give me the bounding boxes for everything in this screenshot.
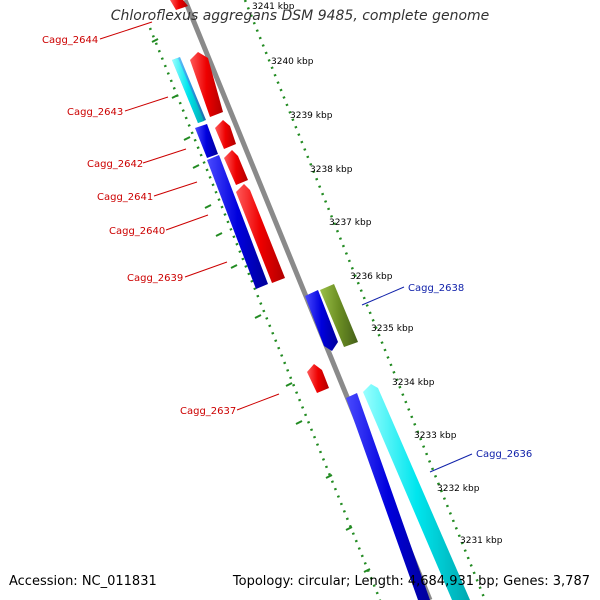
- map-title: Chloroflexus aggregans DSM 9485, complet…: [110, 8, 490, 24]
- gene-2637-red[interactable]: [307, 364, 329, 393]
- kbp-label-3234: 3234 kbp: [392, 378, 435, 388]
- left-tick-track: [148, 27, 382, 600]
- gene-2641-red[interactable]: [224, 150, 248, 185]
- gene-label-2642: Cagg_2642: [87, 159, 143, 170]
- kbp-label-3231: 3231 kbp: [460, 536, 503, 546]
- gene-2639-blue[interactable]: [207, 155, 268, 289]
- kbp-label-3240: 3240 kbp: [271, 57, 314, 67]
- gene-2638-olive[interactable]: [320, 284, 358, 347]
- gene-2642-red[interactable]: [215, 120, 236, 149]
- gene-2640-red[interactable]: [236, 184, 285, 283]
- topology-text: Topology: circular; Length: 4,684,931 bp…: [232, 574, 590, 589]
- right-tick-track: [243, 0, 487, 600]
- gene-label-2637: Cagg_2637: [180, 406, 236, 417]
- kbp-label-3238: 3238 kbp: [310, 165, 353, 175]
- gene-top-red[interactable]: [170, 0, 188, 10]
- gene-2636-cyan[interactable]: [363, 384, 470, 600]
- gene-label-2640: Cagg_2640: [109, 226, 165, 237]
- accession-text: Accession: NC_011831: [9, 574, 157, 589]
- kbp-label-3233: 3233 kbp: [414, 431, 457, 441]
- label-leader-lines: [99, 21, 473, 473]
- left-major-ticks: [151, 38, 371, 573]
- gene-2638-blue[interactable]: [305, 290, 338, 351]
- gene-label-2644: Cagg_2644: [42, 35, 98, 46]
- gene-2643-cyan[interactable]: [172, 58, 204, 123]
- gene-label-2636: Cagg_2636: [476, 449, 532, 460]
- gene-label-2643: Cagg_2643: [67, 107, 123, 118]
- gene-2644-red[interactable]: [190, 52, 223, 117]
- kbp-label-3237: 3237 kbp: [329, 218, 372, 228]
- kbp-label-3239: 3239 kbp: [290, 111, 333, 121]
- gene-label-2638: Cagg_2638: [408, 283, 464, 294]
- gene-labels: Cagg_2644 Cagg_2643 Cagg_2642 Cagg_2641 …: [42, 35, 532, 460]
- gene-label-2641: Cagg_2641: [97, 192, 153, 203]
- kbp-label-3236: 3236 kbp: [350, 272, 393, 282]
- gene-label-2639: Cagg_2639: [127, 273, 183, 284]
- gene-2636-blue[interactable]: [346, 393, 430, 600]
- kbp-label-3241: 3241 kbp: [252, 2, 295, 12]
- kbp-scale-labels: 3241 kbp 3240 kbp 3239 kbp 3238 kbp 3237…: [252, 2, 503, 546]
- kbp-label-3235: 3235 kbp: [371, 324, 414, 334]
- kbp-label-3232: 3232 kbp: [437, 484, 480, 494]
- gene-2642-blue[interactable]: [195, 124, 218, 158]
